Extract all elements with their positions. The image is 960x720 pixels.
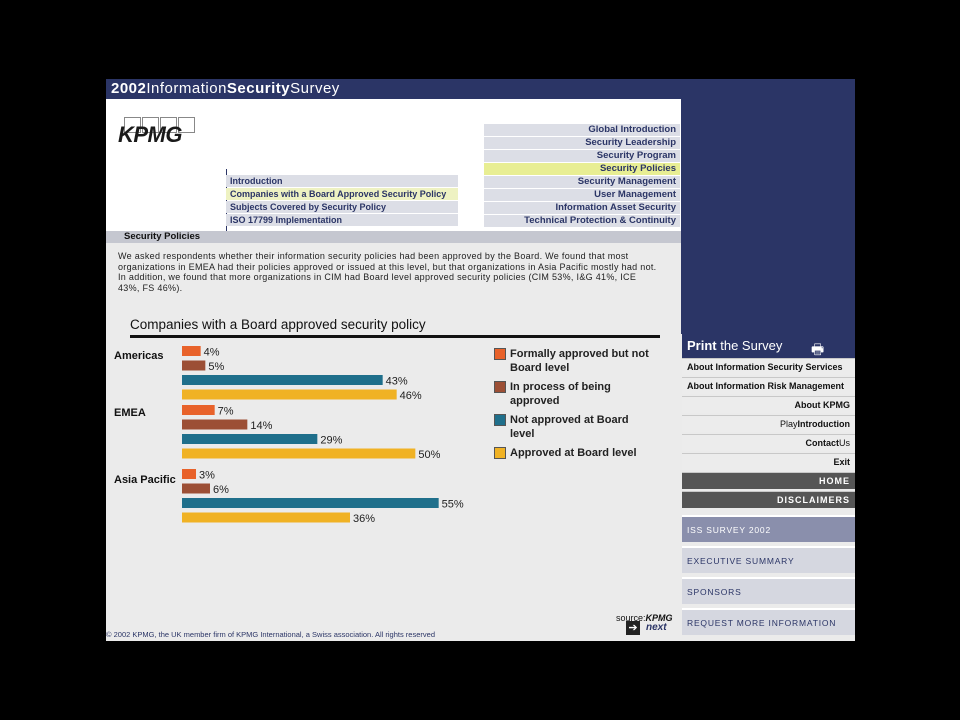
topnav-user-management[interactable]: User Management: [484, 189, 680, 201]
nav-disclaimers[interactable]: DISCLAIMERS: [682, 491, 855, 508]
next-button[interactable]: ➔ next: [626, 621, 676, 637]
category-label: EMEA: [114, 407, 146, 419]
bar: [182, 483, 210, 494]
legend-swatch: [494, 348, 506, 360]
bar-value-label: 14%: [250, 420, 272, 432]
chart-title-rule: [130, 335, 660, 338]
category-label: Asia Pacific: [114, 474, 176, 486]
survey-title-bar: 2002InformationSecuritySurvey: [106, 79, 681, 99]
introduction-label: Introduction: [797, 419, 851, 429]
bar-value-label: 3%: [199, 470, 215, 482]
nav-request-more-information[interactable]: REQUEST MORE INFORMATION: [682, 608, 855, 635]
legend-swatch: [494, 414, 506, 426]
source-name: KPMG: [645, 613, 673, 623]
nav-about-iss[interactable]: About Information Security Services: [682, 358, 855, 375]
bar: [182, 405, 215, 415]
logo-boxes: [124, 117, 200, 133]
bar: [182, 346, 201, 356]
bar-value-label: 43%: [386, 376, 408, 388]
chart-source: source:KPMG: [616, 613, 673, 623]
bar-chart: Americas 4% 5% 43% 46% EMEA 7% 14% 29% 50% Asia Pa…: [114, 346, 464, 525]
nav-about-kpmg[interactable]: About KPMG: [682, 396, 855, 413]
bar-value-label: 29%: [320, 435, 342, 447]
print-rest: the Survey: [716, 338, 783, 353]
play-label: Play: [779, 419, 798, 429]
topnav-security-policies[interactable]: Security Policies: [484, 163, 680, 175]
nav-iss-survey-2002[interactable]: ISS SURVEY 2002: [682, 515, 855, 542]
arrow-right-icon: ➔: [626, 621, 640, 635]
copyright-footer: © 2002 KPMG, the UK member firm of KPMG …: [106, 630, 435, 639]
bar: [182, 469, 196, 479]
section-label: Security Policies: [124, 231, 201, 242]
source-prefix: source:: [616, 613, 646, 623]
topnav-global-introduction[interactable]: Global Introduction: [484, 124, 680, 136]
legend-swatch: [494, 447, 506, 459]
bar: [182, 434, 318, 444]
print-survey-button[interactable]: Print the Survey 🖶: [682, 334, 855, 358]
section-bar: [106, 231, 681, 243]
kpmg-logo[interactable]: KPMG: [116, 117, 196, 147]
bar: [182, 375, 383, 385]
bar-value-label: 46%: [400, 390, 422, 402]
nav-executive-summary[interactable]: EXECUTIVE SUMMARY: [682, 546, 855, 573]
title-year: 2002: [111, 80, 147, 97]
bar-value-label: 7%: [218, 406, 234, 418]
bar: [182, 448, 416, 459]
topnav-security-management[interactable]: Security Management: [484, 176, 680, 188]
bar: [182, 498, 439, 508]
topnav-security-leadership[interactable]: Security Leadership: [484, 137, 680, 149]
topnav-security-program[interactable]: Security Program: [484, 150, 680, 162]
subnav-iso-17799[interactable]: ISO 17799 Implementation: [226, 214, 458, 226]
bar-value-label: 36%: [353, 513, 375, 525]
bar-value-label: 55%: [442, 499, 464, 511]
bar: [182, 512, 350, 523]
next-label: next: [646, 622, 667, 633]
bar-value-label: 6%: [213, 484, 229, 496]
bar-value-label: 50%: [418, 449, 440, 461]
title-survey: Survey: [290, 80, 340, 97]
subnav-board-approved[interactable]: Companies with a Board Approved Security…: [226, 188, 458, 200]
topnav-information-asset-security[interactable]: Information Asset Security: [484, 202, 680, 214]
chart-title: Companies with a Board approved security…: [130, 317, 426, 332]
title-information: Information: [146, 80, 227, 97]
category-label: Americas: [114, 350, 164, 362]
chart-area: Companies with a Board approved security…: [106, 311, 681, 623]
printer-icon: 🖶: [811, 341, 825, 357]
legend-swatch: [494, 381, 506, 393]
subnav-subjects-covered[interactable]: Subjects Covered by Security Policy: [226, 201, 458, 213]
intro-paragraph: We asked respondents whether their infor…: [118, 251, 657, 293]
nav-contact-us[interactable]: ContactUs: [682, 434, 855, 451]
nav-play-introduction[interactable]: PlayIntroduction: [682, 415, 855, 432]
contact-label: Contact: [805, 438, 840, 448]
bar-value-label: 5%: [208, 361, 224, 373]
title-security: Security: [226, 80, 291, 97]
nav-sponsors[interactable]: SPONSORS: [682, 577, 855, 604]
bar-value-label: 4%: [204, 347, 220, 359]
us-label: Us: [839, 438, 850, 448]
bar: [182, 360, 206, 371]
topnav-technical-protection[interactable]: Technical Protection & Continuity: [484, 215, 680, 227]
legend-label: Approved at Board level: [510, 447, 637, 459]
print-bold: Print: [687, 338, 717, 353]
logo-wordmark: KPMG: [118, 122, 183, 147]
nav-about-irm[interactable]: About Information Risk Management: [682, 377, 855, 394]
right-header-panel: [681, 79, 855, 334]
subnav-introduction[interactable]: Introduction: [226, 175, 458, 187]
bar: [182, 389, 397, 400]
legend-label: In process of being approved: [510, 381, 611, 407]
legend-label: Not approved at Board level: [510, 414, 629, 440]
nav-exit[interactable]: Exit: [682, 453, 855, 470]
legend-label: Formally approved but not Board level: [510, 348, 649, 374]
nav-home[interactable]: HOME: [682, 472, 855, 489]
bar: [182, 419, 248, 430]
